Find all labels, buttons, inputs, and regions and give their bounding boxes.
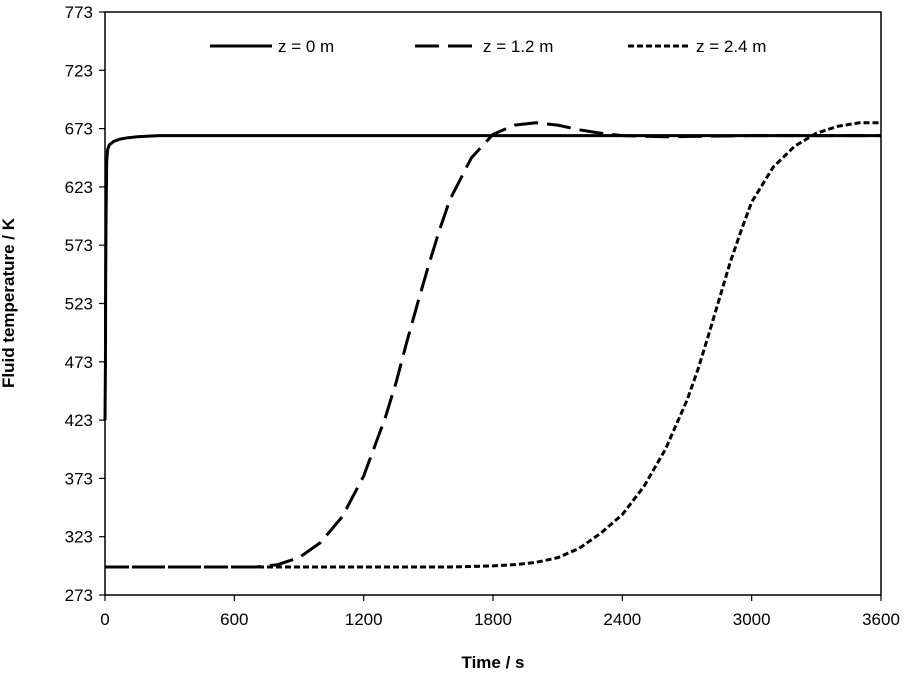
y-tick-label: 723 (65, 61, 93, 80)
x-tick-label: 0 (100, 610, 109, 629)
y-tick-label: 373 (65, 469, 93, 488)
y-axis-title: Fluid temperature / K (0, 217, 18, 388)
y-tick-label: 473 (65, 353, 93, 372)
series-layer (103, 121, 881, 569)
y-tick-label: 573 (65, 236, 93, 255)
y-tick-label: 623 (65, 178, 93, 197)
y-tick-label: 773 (65, 3, 93, 22)
legend-label-1: z = 1.2 m (483, 37, 553, 56)
x-axis-title: Time / s (462, 653, 525, 672)
legend: z = 0 m z = 1.2 m z = 2.4 m (210, 37, 766, 56)
x-tick-label: 600 (220, 610, 248, 629)
ticks-layer: 0 600 1200 1800 2400 3000 3600 273 323 373 423 473 5… (65, 3, 900, 629)
legend-label-0: z = 0 m (278, 37, 334, 56)
x-tick-label: 3600 (862, 610, 900, 629)
series-line-1 (105, 121, 881, 569)
y-tick-label: 273 (65, 586, 93, 605)
x-tick-label: 3000 (733, 610, 771, 629)
x-tick-label: 1200 (345, 610, 383, 629)
y-tick-label: 673 (65, 120, 93, 139)
y-tick-label: 423 (65, 411, 93, 430)
legend-label-2: z = 2.4 m (696, 37, 766, 56)
x-tick-label: 1800 (474, 610, 512, 629)
y-tick-label: 523 (65, 295, 93, 314)
x-tick-label: 2400 (603, 610, 641, 629)
plot-area (105, 12, 881, 595)
y-tick-label: 323 (65, 528, 93, 547)
series-line-0 (103, 134, 881, 421)
series-line-2 (105, 121, 881, 569)
